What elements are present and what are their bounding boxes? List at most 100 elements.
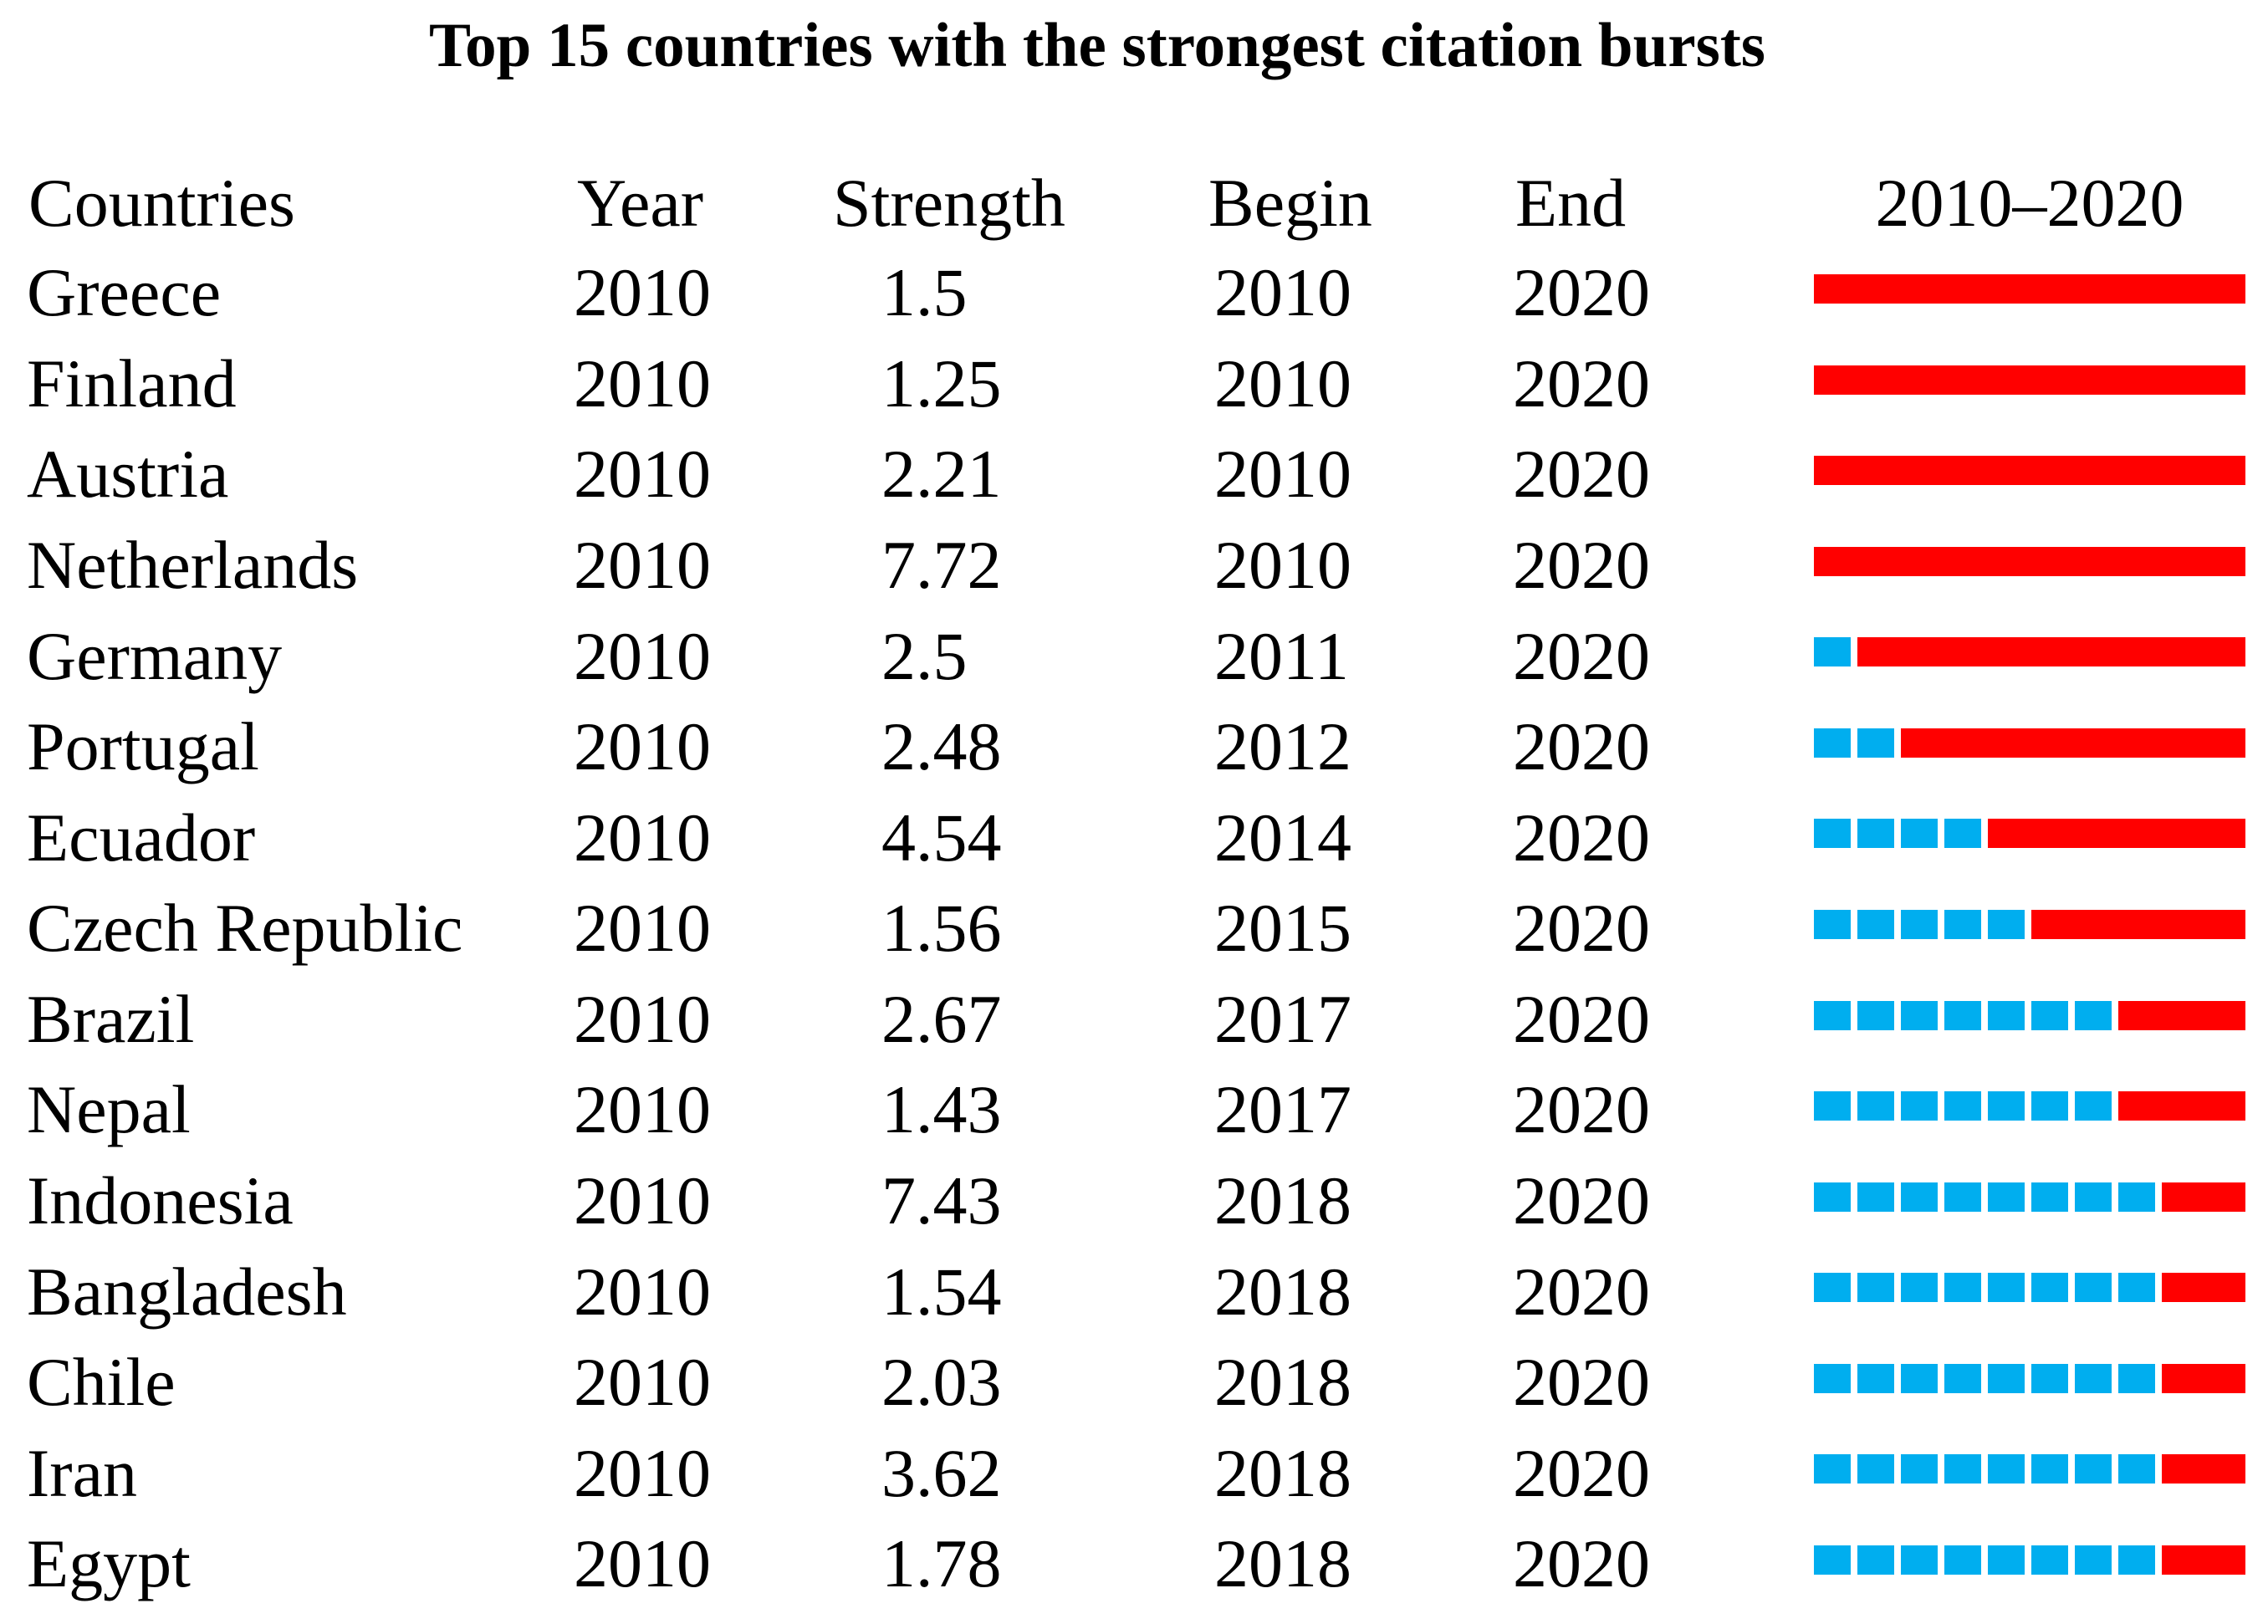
- burst-bar: [2118, 1091, 2245, 1121]
- country-cell: Egypt: [27, 1525, 191, 1602]
- year-cell: 2010: [574, 1071, 711, 1148]
- country-cell: Finland: [27, 345, 237, 421]
- table-row: Finland 2010 1.25 2010 2020: [0, 339, 2268, 430]
- end-cell: 2020: [1513, 617, 1650, 694]
- pre-burst-year-cell: [1988, 1182, 2025, 1212]
- burst-bar: [1988, 819, 2245, 849]
- strength-cell: 2.5: [881, 617, 968, 694]
- pre-burst-year-cell: [1901, 1182, 1938, 1212]
- table-row: Iran 2010 3.62 2018 2020: [0, 1427, 2268, 1519]
- begin-cell: 2010: [1214, 436, 1351, 513]
- country-cell: Indonesia: [27, 1162, 294, 1238]
- burst-timeline: [1814, 456, 2245, 486]
- begin-cell: 2018: [1214, 1525, 1351, 1602]
- column-header-countries: Countries: [28, 165, 295, 241]
- burst-bar: [2162, 1182, 2245, 1212]
- pre-burst-year-cell: [1901, 1091, 1938, 1121]
- pre-burst-year-cell: [2031, 1363, 2068, 1393]
- end-cell: 2020: [1513, 1434, 1650, 1511]
- strength-cell: 2.21: [881, 436, 1002, 513]
- pre-burst-year-cell: [1857, 1273, 1894, 1303]
- end-cell: 2020: [1513, 708, 1650, 785]
- table-row: Indonesia 2010 7.43 2018 2020: [0, 1156, 2268, 1247]
- pre-burst-year-cell: [1944, 1454, 1981, 1484]
- strength-cell: 1.54: [881, 1253, 1002, 1330]
- year-cell: 2010: [574, 1162, 711, 1238]
- table-row: Portugal 2010 2.48 2012 2020: [0, 702, 2268, 793]
- pre-burst-year-cell: [2118, 1273, 2155, 1303]
- year-cell: 2010: [574, 526, 711, 603]
- column-header-strength: Strength: [833, 165, 1065, 241]
- country-cell: Austria: [27, 436, 229, 513]
- pre-burst-year-cell: [1944, 1182, 1981, 1212]
- burst-timeline: [1814, 637, 2245, 667]
- country-cell: Germany: [27, 617, 283, 694]
- year-cell: 2010: [574, 890, 711, 967]
- year-cell: 2010: [574, 1434, 711, 1511]
- pre-burst-year-cell: [1901, 909, 1938, 939]
- pre-burst-year-cell: [1814, 1454, 1851, 1484]
- burst-timeline: [1814, 1273, 2245, 1303]
- pre-burst-year-cell: [1901, 1454, 1938, 1484]
- end-cell: 2020: [1513, 436, 1650, 513]
- pre-burst-year-cell: [2031, 1091, 2068, 1121]
- year-cell: 2010: [574, 1525, 711, 1602]
- burst-bar: [1814, 546, 2245, 576]
- burst-bar: [1814, 365, 2245, 395]
- pre-burst-year-cell: [1901, 1545, 1938, 1575]
- pre-burst-year-cell: [2075, 1000, 2112, 1030]
- end-cell: 2020: [1513, 799, 1650, 876]
- pre-burst-year-cell: [1988, 1091, 2025, 1121]
- strength-cell: 2.48: [881, 708, 1002, 785]
- strength-cell: 1.56: [881, 890, 1002, 967]
- burst-timeline: [1814, 819, 2245, 849]
- pre-burst-year-cell: [1857, 728, 1894, 758]
- pre-burst-year-cell: [2118, 1363, 2155, 1393]
- table-row: Bangladesh 2010 1.54 2018 2020: [0, 1246, 2268, 1337]
- year-cell: 2010: [574, 436, 711, 513]
- end-cell: 2020: [1513, 345, 1650, 421]
- year-cell: 2010: [574, 254, 711, 331]
- page-title: Top 15 countries with the strongest cita…: [429, 11, 1765, 80]
- burst-bar: [2031, 909, 2245, 939]
- table-row: Austria 2010 2.21 2010 2020: [0, 429, 2268, 520]
- burst-timeline: [1814, 546, 2245, 576]
- strength-cell: 4.54: [881, 799, 1002, 876]
- country-cell: Greece: [27, 254, 222, 331]
- country-cell: Ecuador: [27, 799, 256, 876]
- begin-cell: 2018: [1214, 1253, 1351, 1330]
- pre-burst-year-cell: [1857, 819, 1894, 849]
- begin-cell: 2010: [1214, 345, 1351, 421]
- end-cell: 2020: [1513, 1344, 1650, 1421]
- pre-burst-year-cell: [1857, 1545, 1894, 1575]
- pre-burst-year-cell: [1857, 1182, 1894, 1212]
- begin-cell: 2010: [1214, 254, 1351, 331]
- end-cell: 2020: [1513, 1253, 1650, 1330]
- burst-bar: [2162, 1273, 2245, 1303]
- pre-burst-year-cell: [2118, 1182, 2155, 1212]
- end-cell: 2020: [1513, 1162, 1650, 1238]
- column-header-end: End: [1515, 165, 1627, 241]
- pre-burst-year-cell: [1814, 1000, 1851, 1030]
- begin-cell: 2014: [1214, 799, 1351, 876]
- burst-bar: [1814, 456, 2245, 486]
- pre-burst-year-cell: [1988, 1000, 2025, 1030]
- pre-burst-year-cell: [1814, 728, 1851, 758]
- strength-cell: 2.03: [881, 1344, 1002, 1421]
- country-cell: Bangladesh: [27, 1253, 347, 1330]
- table-row: Chile 2010 2.03 2018 2020: [0, 1337, 2268, 1428]
- pre-burst-year-cell: [1857, 1000, 1894, 1030]
- strength-cell: 7.72: [881, 526, 1002, 603]
- table-row: Czech Republic 2010 1.56 2015 2020: [0, 883, 2268, 974]
- table-row: Germany 2010 2.5 2011 2020: [0, 610, 2268, 702]
- burst-timeline: [1814, 365, 2245, 395]
- pre-burst-year-cell: [2118, 1545, 2155, 1575]
- country-cell: Netherlands: [27, 526, 359, 603]
- pre-burst-year-cell: [2075, 1091, 2112, 1121]
- pre-burst-year-cell: [1988, 1545, 2025, 1575]
- pre-burst-year-cell: [2031, 1545, 2068, 1575]
- burst-timeline: [1814, 1182, 2245, 1212]
- strength-cell: 1.43: [881, 1071, 1002, 1148]
- pre-burst-year-cell: [1814, 819, 1851, 849]
